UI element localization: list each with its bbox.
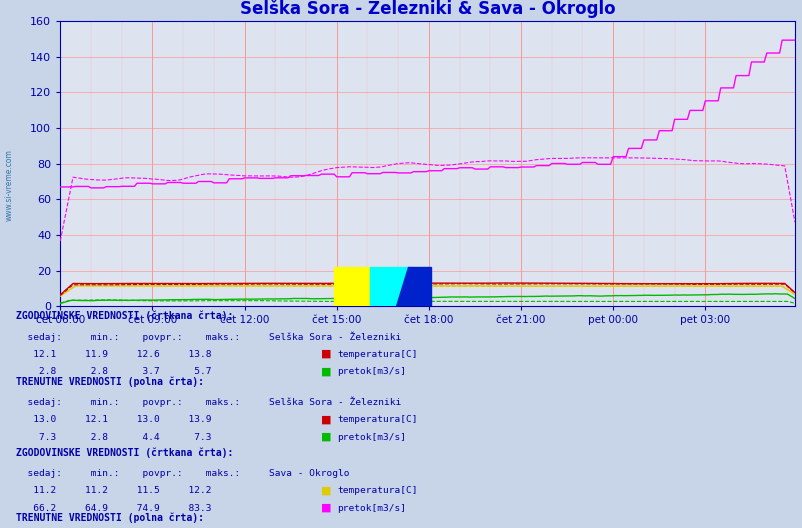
Text: sedaj:     min.:    povpr.:    maks.:     Selška Sora - Železniki: sedaj: min.: povpr.: maks.: Selška Sora … (16, 331, 401, 342)
Text: 66.2     64.9     74.9     83.3: 66.2 64.9 74.9 83.3 (16, 504, 211, 513)
Bar (334, 267, 385, 306)
Text: ■: ■ (321, 503, 331, 513)
Text: ■: ■ (321, 432, 331, 442)
Text: ■: ■ (321, 485, 331, 495)
Text: temperatura[C]: temperatura[C] (337, 486, 417, 495)
Text: 13.0     12.1     13.0     13.9: 13.0 12.1 13.0 13.9 (16, 416, 211, 425)
Text: pretok[m3/s]: pretok[m3/s] (337, 504, 406, 513)
Text: 11.2     11.2     11.5     12.2: 11.2 11.2 11.5 12.2 (16, 486, 211, 495)
Text: 2.8      2.8      3.7      5.7: 2.8 2.8 3.7 5.7 (16, 367, 211, 376)
Text: www.si-vreme.com: www.si-vreme.com (5, 149, 14, 221)
Text: TRENUTNE VREDNOSTI (polna črta):: TRENUTNE VREDNOSTI (polna črta): (16, 513, 204, 523)
Title: Selška Sora - Železniki & Sava - Okroglo: Selška Sora - Železniki & Sava - Okroglo (240, 0, 614, 18)
Text: sedaj:     min.:    povpr.:    maks.:     Selška Sora - Železniki: sedaj: min.: povpr.: maks.: Selška Sora … (16, 397, 401, 407)
Text: temperatura[C]: temperatura[C] (337, 416, 417, 425)
Text: 7.3      2.8      4.4      7.3: 7.3 2.8 4.4 7.3 (16, 433, 211, 442)
Text: pretok[m3/s]: pretok[m3/s] (337, 433, 406, 442)
Text: 12.1     11.9     12.6     13.8: 12.1 11.9 12.6 13.8 (16, 350, 211, 359)
Polygon shape (395, 267, 431, 306)
Text: ZGODOVINSKE VREDNOSTI (črtkana črta):: ZGODOVINSKE VREDNOSTI (črtkana črta): (16, 311, 233, 322)
Text: TRENUTNE VREDNOSTI (polna črta):: TRENUTNE VREDNOSTI (polna črta): (16, 376, 204, 387)
Text: ■: ■ (321, 349, 331, 359)
Bar (370, 267, 411, 306)
Text: ■: ■ (321, 366, 331, 376)
Text: ■: ■ (321, 414, 331, 425)
Text: temperatura[C]: temperatura[C] (337, 350, 417, 359)
Text: sedaj:     min.:    povpr.:    maks.:     Sava - Okroglo: sedaj: min.: povpr.: maks.: Sava - Okrog… (16, 469, 349, 478)
Text: pretok[m3/s]: pretok[m3/s] (337, 367, 406, 376)
Text: ZGODOVINSKE VREDNOSTI (črtkana črta):: ZGODOVINSKE VREDNOSTI (črtkana črta): (16, 447, 233, 458)
